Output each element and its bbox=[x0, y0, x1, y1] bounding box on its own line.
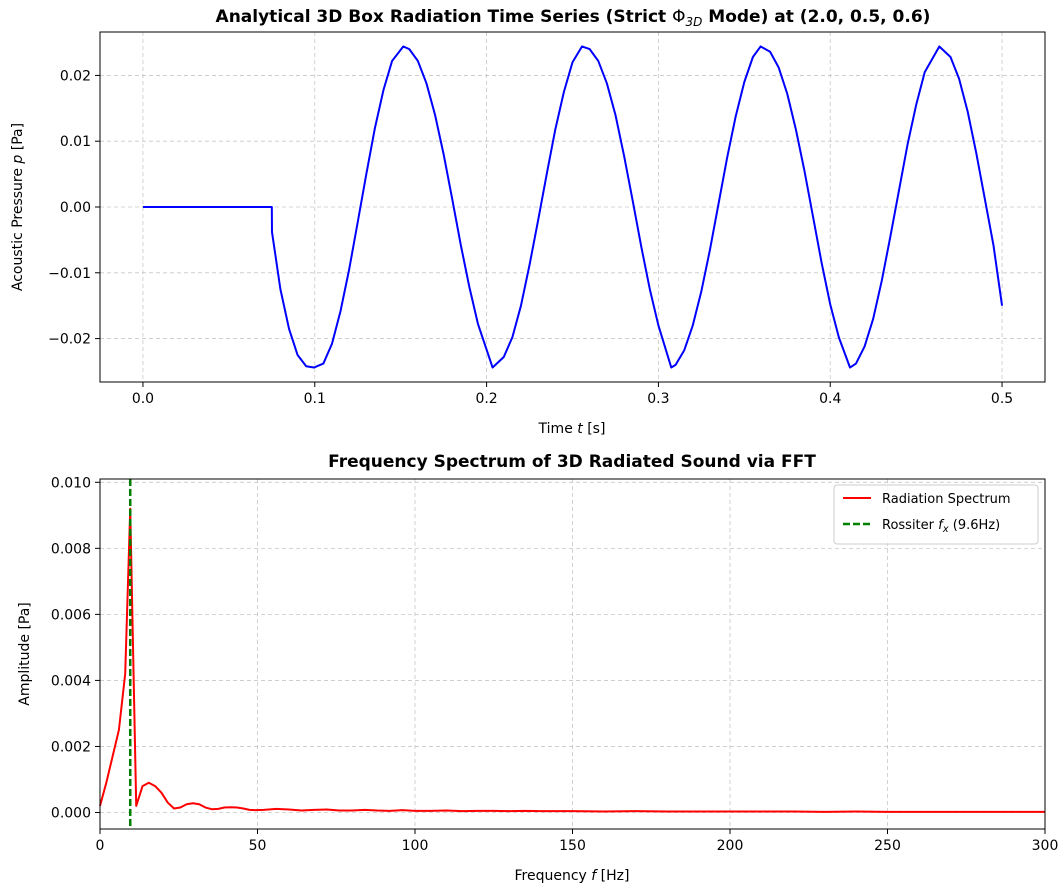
x-tick-label: 0 bbox=[96, 838, 105, 854]
legend-rossiter-label: Rossiter fx (9.6Hz) bbox=[882, 518, 1000, 535]
legend-box bbox=[833, 484, 1039, 545]
y-tick-label: 0.006 bbox=[51, 607, 91, 623]
spectrum-xlabel: Frequency f [Hz] bbox=[515, 868, 630, 884]
x-tick-label: 300 bbox=[1032, 838, 1059, 854]
x-tick-label: 0.0 bbox=[132, 391, 154, 407]
spectrum-plot bbox=[99, 479, 1045, 829]
time-series-plot bbox=[142, 45, 1004, 369]
y-tick-label: 0.000 bbox=[51, 805, 91, 821]
x-tick-label: 0.4 bbox=[819, 391, 841, 407]
y-tick-label: 0.002 bbox=[51, 739, 91, 755]
spectrum-ticks: 0 50 100 150 200 250 300 0.000 0.002 0.004 0.006 0.… bbox=[51, 475, 1058, 854]
x-tick-label: 50 bbox=[249, 838, 267, 854]
x-tick-label: 0.1 bbox=[304, 391, 326, 407]
x-tick-label: 250 bbox=[874, 838, 901, 854]
spectrum-ylabel: Amplitude [Pa] bbox=[17, 602, 33, 706]
radiation-spectrum-line bbox=[99, 507, 1045, 813]
spectrum-title: Frequency Spectrum of 3D Radiated Sound … bbox=[328, 452, 816, 472]
pressure-series-line bbox=[142, 45, 1004, 369]
time-series-title: Analytical 3D Box Radiation Time Series … bbox=[216, 7, 931, 29]
x-tick-label: 0.3 bbox=[647, 391, 669, 407]
x-tick-label: 100 bbox=[402, 838, 429, 854]
y-tick-label: 0.010 bbox=[51, 475, 91, 491]
spectrum-legend: Radiation Spectrum Rossiter fx (9.6Hz) bbox=[833, 484, 1039, 545]
spectrum-axes: Frequency Spectrum of 3D Radiated Sound … bbox=[17, 452, 1058, 884]
time-series-ticks: 0.0 0.1 0.2 0.3 0.4 0.5 −0.02 −0.01 0.00 0.01 0.02 bbox=[48, 68, 1013, 407]
x-tick-label: 150 bbox=[559, 838, 586, 854]
time-series-xlabel: Time t [s] bbox=[538, 421, 606, 437]
time-series-ylabel: Acoustic Pressure p [Pa] bbox=[10, 123, 26, 291]
y-tick-label: 0.008 bbox=[51, 541, 91, 557]
legend-radiation-label: Radiation Spectrum bbox=[882, 492, 1011, 507]
y-tick-label: −0.01 bbox=[48, 266, 91, 282]
y-tick-label: 0.02 bbox=[60, 68, 91, 84]
x-tick-label: 200 bbox=[717, 838, 744, 854]
y-tick-label: 0.01 bbox=[60, 134, 91, 150]
time-series-axes: Analytical 3D Box Radiation Time Series … bbox=[10, 7, 1046, 437]
y-tick-label: 0.00 bbox=[60, 200, 91, 216]
x-tick-label: 0.5 bbox=[991, 391, 1013, 407]
y-tick-label: 0.004 bbox=[51, 673, 91, 689]
y-tick-label: −0.02 bbox=[48, 332, 91, 348]
x-tick-label: 0.2 bbox=[475, 391, 497, 407]
